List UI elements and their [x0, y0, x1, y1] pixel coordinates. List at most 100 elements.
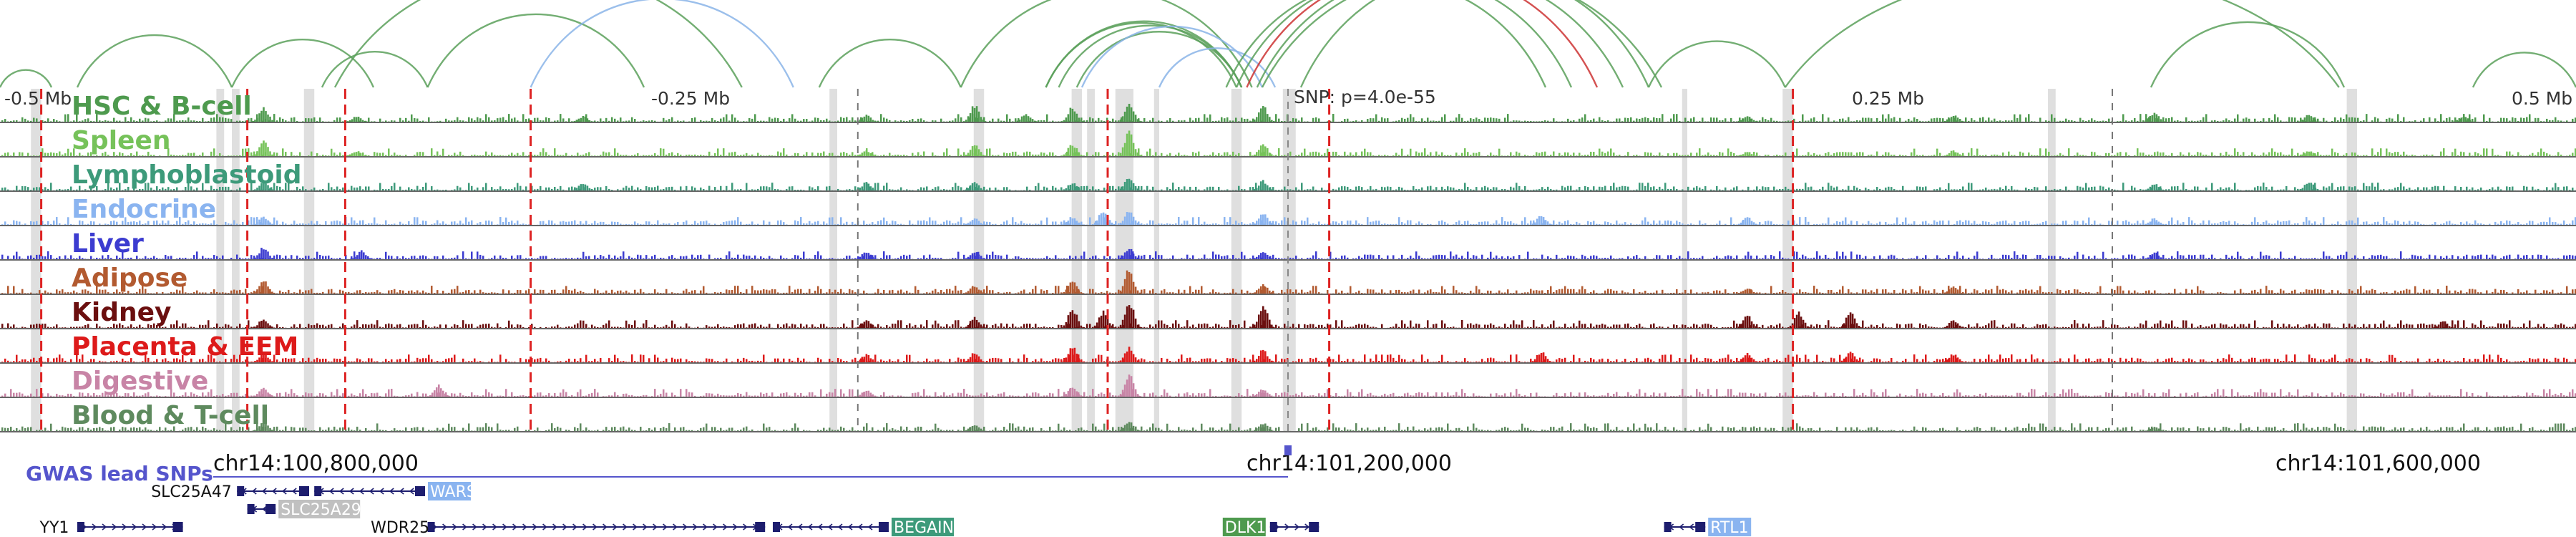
- noise-bar: [408, 221, 410, 225]
- noise-bar: [2220, 258, 2222, 259]
- noise-bar: [2062, 120, 2064, 122]
- noise-bar: [2523, 224, 2525, 225]
- noise-bar: [1038, 223, 1040, 225]
- noise-bar: [2557, 120, 2560, 122]
- noise-bar: [540, 152, 542, 156]
- noise-bar: [1573, 153, 1575, 156]
- noise-bar: [1364, 254, 1366, 259]
- peak-bar-8: [2299, 189, 2302, 190]
- noise-bar: [2002, 121, 2004, 122]
- noise-bar: [1295, 256, 1297, 259]
- noise-bar: [104, 120, 107, 122]
- peak-bar-8: [1273, 120, 1275, 122]
- noise-bar: [794, 220, 796, 225]
- noise-bar: [2543, 121, 2545, 122]
- noise-bar: [2125, 120, 2127, 122]
- noise-bar: [1579, 186, 1581, 190]
- noise-bar: [551, 188, 553, 190]
- noise-bar: [2237, 114, 2239, 122]
- noise-bar: [1395, 153, 1397, 156]
- noise-bar: [1593, 152, 1595, 156]
- noise-bar: [1885, 152, 1887, 156]
- noise-bar: [952, 223, 954, 225]
- noise-bar: [852, 117, 854, 122]
- noise-bar: [909, 220, 911, 225]
- noise-bar: [2105, 258, 2107, 259]
- noise-bar: [1619, 155, 1621, 156]
- noise-bar: [1112, 118, 1114, 122]
- noise-bar: [2191, 220, 2193, 225]
- noise-bar: [477, 251, 479, 259]
- noise-bar: [1928, 258, 1930, 259]
- peak-bar-0: [273, 121, 275, 122]
- noise-bar: [714, 120, 716, 122]
- noise-bar: [1862, 117, 1864, 122]
- noise-bar: [811, 223, 814, 225]
- noise-bar: [786, 189, 788, 190]
- noise-bar: [1616, 258, 1618, 259]
- noise-bar: [73, 258, 75, 259]
- noise-bar: [1421, 187, 1423, 190]
- noise-bar: [1893, 117, 1896, 122]
- noise-bar: [2397, 152, 2399, 156]
- noise-bar: [1616, 118, 1618, 122]
- noise-bar: [1367, 217, 1369, 225]
- noise-bar: [1312, 186, 1314, 190]
- noise-bar: [499, 155, 502, 156]
- noise-bar: [1166, 223, 1169, 225]
- noise-bar: [2280, 120, 2282, 122]
- noise-bar: [2194, 186, 2196, 190]
- noise-bar: [2517, 152, 2519, 156]
- noise-bar: [1438, 254, 1440, 259]
- noise-bar: [2346, 251, 2348, 259]
- noise-bar: [2409, 258, 2411, 259]
- noise-bar: [1444, 189, 1446, 190]
- noise-bar: [2268, 223, 2270, 225]
- noise-bar: [1530, 221, 1532, 225]
- noise-bar: [79, 220, 81, 225]
- noise-bar: [2234, 118, 2236, 122]
- noise-bar: [2363, 256, 2365, 259]
- noise-bar: [1332, 221, 1335, 225]
- noise-bar: [783, 258, 785, 259]
- noise-bar: [362, 220, 364, 225]
- noise-bar: [2406, 188, 2408, 190]
- noise-bar: [150, 155, 152, 156]
- noise-bar: [1888, 152, 1890, 156]
- noise-bar: [170, 118, 172, 122]
- peak-bar-6: [1538, 216, 1541, 225]
- noise-bar: [1413, 117, 1415, 122]
- noise-bar: [2317, 152, 2319, 156]
- noise-bar: [199, 155, 201, 156]
- noise-bar: [159, 258, 161, 259]
- noise-bar: [2363, 221, 2365, 225]
- peak-bar-8: [1958, 154, 1961, 156]
- noise-bar: [1739, 117, 1741, 122]
- noise-bar: [1704, 186, 1707, 190]
- noise-bar: [852, 258, 854, 259]
- noise-bar: [531, 120, 533, 122]
- noise-bar: [1656, 223, 1658, 225]
- noise-bar: [1350, 189, 1352, 190]
- noise-bar: [1882, 114, 1884, 122]
- noise-bar: [2429, 155, 2431, 156]
- noise-bar: [1873, 224, 1875, 225]
- noise-bar: [1249, 120, 1252, 122]
- noise-bar: [119, 183, 121, 190]
- noise-bar: [2002, 254, 2004, 259]
- peak-bar-5: [1119, 153, 1122, 156]
- noise-bar: [1226, 152, 1229, 156]
- noise-bar: [923, 220, 925, 225]
- noise-bar: [1335, 257, 1337, 259]
- noise-bar: [1510, 152, 1512, 156]
- peak-bar-8: [1267, 114, 1269, 122]
- noise-bar: [1767, 155, 1770, 156]
- noise-bar: [525, 119, 527, 122]
- peak-bar-7: [1740, 222, 1742, 225]
- noise-bar: [1315, 151, 1317, 156]
- peak-bar-6: [1264, 146, 1267, 156]
- noise-bar: [1896, 121, 1898, 122]
- noise-bar: [1767, 221, 1770, 225]
- noise-bar: [2065, 186, 2067, 190]
- noise-bar: [1742, 258, 1744, 259]
